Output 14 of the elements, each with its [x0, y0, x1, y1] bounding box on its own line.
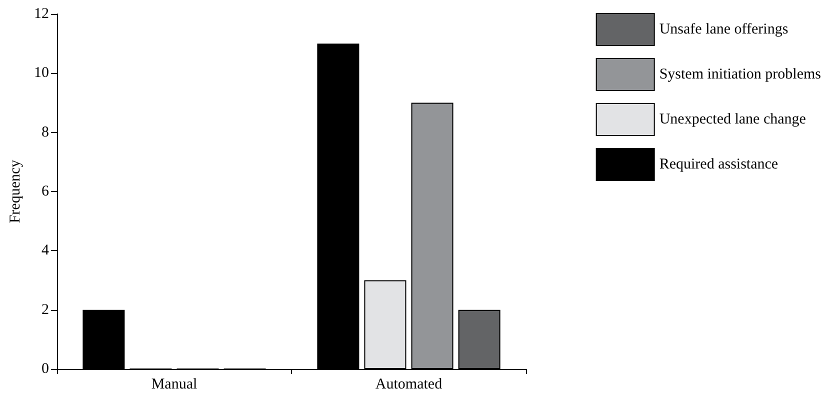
y-tick-label: 6 [42, 184, 50, 200]
legend-label: Required assistance [659, 156, 778, 172]
y-tick-label: 4 [42, 242, 50, 259]
y-axis-title: Frequency [8, 159, 24, 224]
y-tick-label: 0 [42, 361, 49, 377]
legend-label: Unsafe lane offerings [659, 22, 788, 38]
y-tick-label: 10 [34, 65, 49, 82]
y-tick-label: 12 [34, 6, 49, 22]
legend-label: Unexpected lane change [659, 112, 806, 128]
y-tick-label: 2 [42, 302, 49, 318]
x-tick-label: Automated [375, 376, 443, 392]
x-tick-label: Manual [151, 376, 198, 392]
legend-label: System initiation problems [659, 66, 822, 82]
y-tick-label: 8 [42, 124, 49, 140]
